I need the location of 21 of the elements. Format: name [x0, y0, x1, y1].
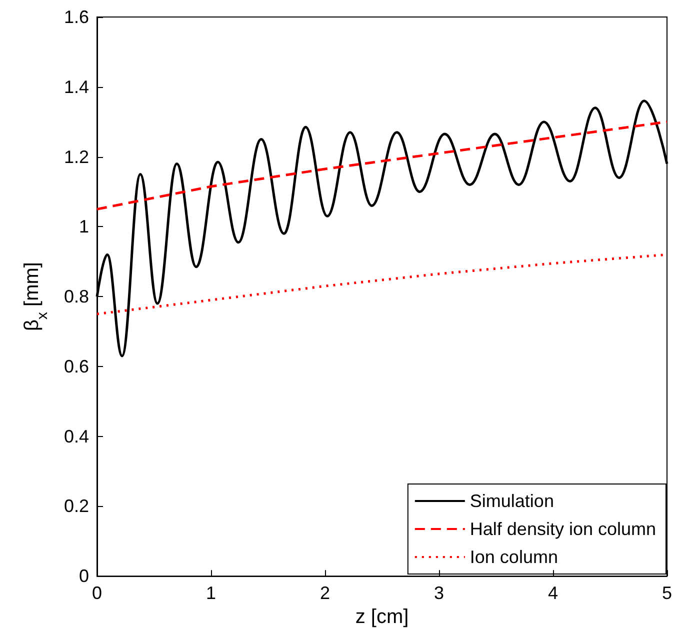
y-tick-label: 0.2 — [64, 496, 89, 516]
legend-label: Half density ion column — [470, 519, 656, 539]
y-tick-label: 1.2 — [64, 146, 89, 167]
x-tick-label: 1 — [206, 583, 216, 604]
x-tick-label: 3 — [434, 583, 444, 604]
x-tick-label: 0 — [92, 583, 102, 604]
y-tick-label: 0.8 — [64, 286, 89, 307]
y-tick-label: 1.4 — [64, 76, 89, 97]
y-tick-label: 0.4 — [64, 426, 89, 446]
y-tick-label: 0 — [78, 566, 89, 586]
y-tick-label: 0.6 — [64, 356, 89, 376]
x-axis-title: z [cm] — [355, 606, 409, 628]
line-series — [96, 120, 668, 210]
legend-label: Ion column — [470, 547, 558, 567]
x-tick-label: 2 — [320, 583, 330, 604]
y-tick-label: 1 — [78, 216, 89, 237]
y-axis-title: βx [mm] — [21, 262, 51, 332]
x-tick-label: 5 — [662, 583, 672, 604]
x-tick-label: 4 — [548, 583, 558, 604]
legend-label: Simulation — [470, 491, 554, 511]
y-tick-label: 1.6 — [64, 7, 89, 27]
